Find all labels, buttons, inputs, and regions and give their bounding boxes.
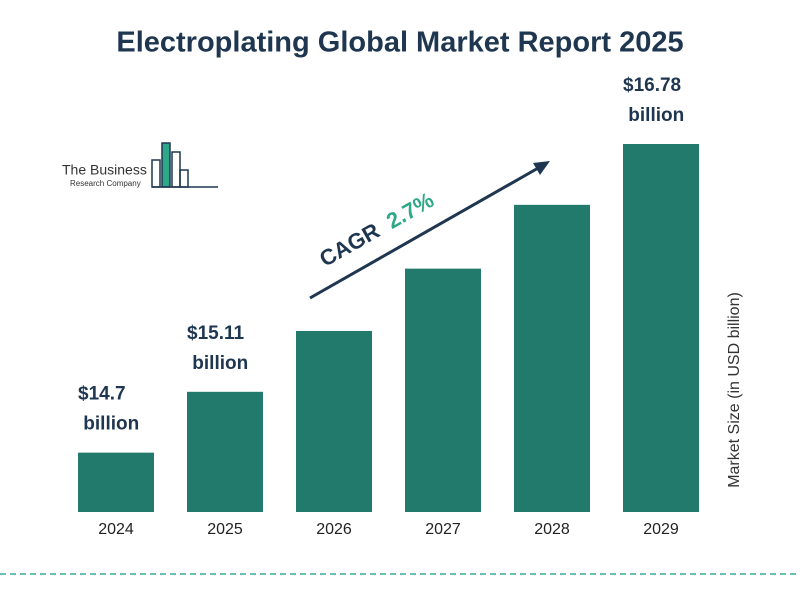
- bar: [405, 268, 481, 512]
- logo-shape: [151, 159, 161, 188]
- x-tick-label: 2027: [425, 521, 461, 538]
- chart-title: Electroplating Global Market Report 2025: [116, 27, 683, 59]
- bar: [187, 391, 263, 512]
- x-tick-label: 2024: [98, 521, 134, 538]
- x-tick-label: 2028: [534, 521, 570, 538]
- x-tick-label: 2025: [207, 521, 243, 538]
- x-tick-label: 2029: [643, 521, 679, 538]
- value-label: $16.78 billion: [623, 75, 684, 126]
- bar: [514, 204, 590, 512]
- bar: [623, 144, 699, 512]
- logo-shape: [171, 151, 181, 188]
- logo-text: The Business: [62, 162, 147, 178]
- value-label: $14.7 billion: [78, 384, 139, 435]
- cagr-arrow: [309, 165, 541, 300]
- bar: [78, 452, 154, 512]
- cagr-arrowhead: [533, 161, 550, 175]
- y-axis-label: Market Size (in USD billion): [726, 292, 743, 488]
- logo-shape: [179, 169, 189, 188]
- bar: [296, 330, 372, 512]
- logo-subtext: Research Company: [70, 179, 141, 188]
- cagr-value: 2.7%: [382, 187, 438, 233]
- logo: The Business Research Company: [62, 142, 218, 188]
- x-tick-label: 2026: [316, 521, 352, 538]
- value-label: $15.11 billion: [187, 323, 248, 374]
- logo-shape: [161, 142, 171, 188]
